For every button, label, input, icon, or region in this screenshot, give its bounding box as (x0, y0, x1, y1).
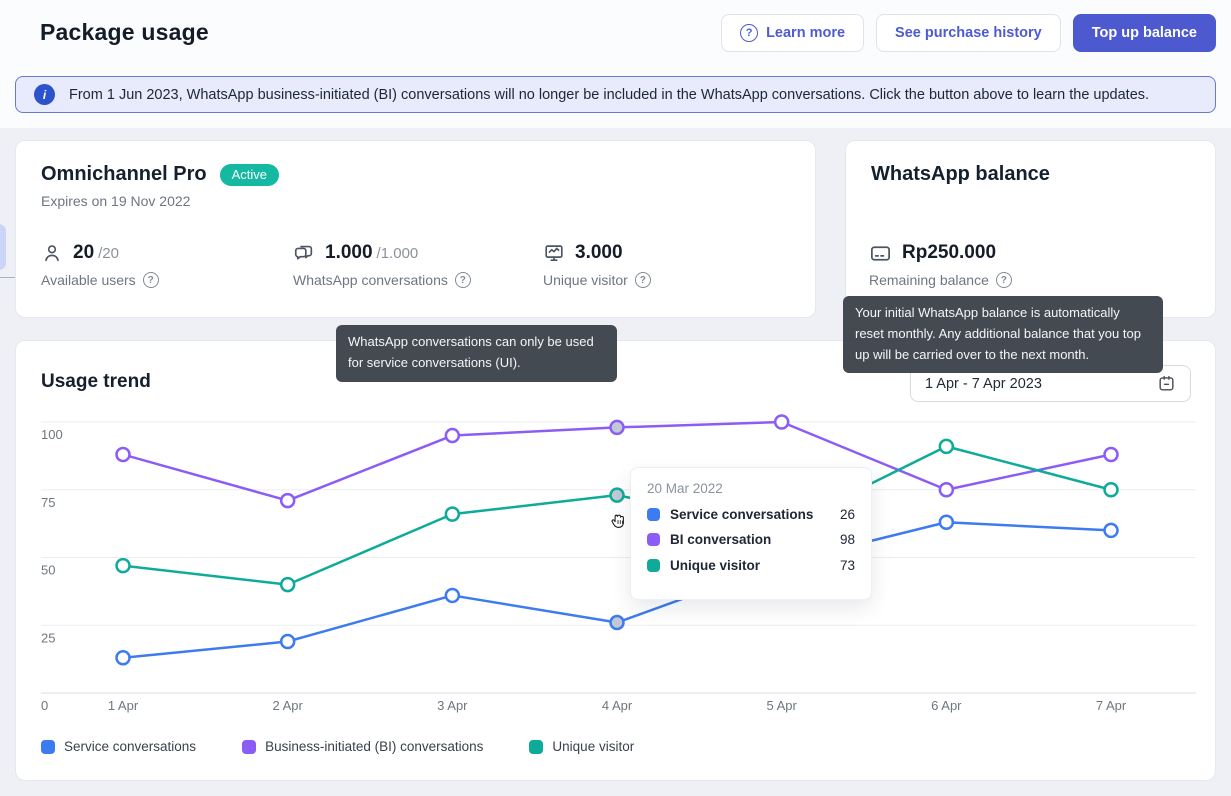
date-range-value: 1 Apr - 7 Apr 2023 (925, 375, 1042, 392)
chart-hover-tooltip: 20 Mar 2022 Service conversations 26 BI … (630, 467, 872, 600)
stat-whatsapp-conversations: 1.000 /1.000 WhatsApp conversations ? (293, 238, 471, 288)
status-badge: Active (219, 163, 279, 186)
usage-trend-title: Usage trend (41, 371, 151, 392)
available-users-label: Available users (41, 272, 136, 288)
help-icon[interactable]: ? (995, 272, 1012, 288)
legend-swatch-unique (529, 739, 544, 754)
help-icon[interactable]: ? (142, 272, 159, 288)
remaining-balance-label: Remaining balance (869, 272, 989, 288)
tooltip-whatsapp-conversations: WhatsApp conversations can only be used … (336, 325, 617, 382)
available-users-value: 20 (73, 242, 95, 263)
page-title: Package usage (40, 19, 209, 45)
tooltip-row-service: Service conversations 26 (647, 507, 855, 522)
unique-visitor-label: Unique visitor (543, 272, 628, 288)
tooltip-row-bi: BI conversation 98 (647, 532, 855, 547)
available-users-quota: /20 (98, 244, 119, 262)
legend-item-unique[interactable]: Unique visitor (529, 739, 634, 754)
series-value: 26 (839, 506, 855, 522)
svg-text:7 Apr: 7 Apr (1096, 698, 1127, 713)
chat-icon (293, 242, 315, 264)
tooltip-row-unique: Unique visitor 73 (647, 558, 855, 573)
top-up-balance-button[interactable]: Top up balance (1072, 14, 1216, 52)
svg-text:1 Apr: 1 Apr (108, 698, 139, 713)
announcement-banner: i From 1 Jun 2023, WhatsApp business-ini… (15, 76, 1216, 113)
monitor-icon (543, 242, 565, 264)
announcement-text: From 1 Jun 2023, WhatsApp business-initi… (69, 86, 1150, 103)
legend-swatch-bi (242, 739, 257, 754)
whatsapp-conversations-value: 1.000 (325, 242, 373, 263)
left-edge-divider (0, 277, 28, 278)
usage-trend-chart[interactable]: 25 50 75 100 0 1 Apr 2 Apr 3 Apr 4 Apr 5 Apr 6 Apr… (16, 406, 1217, 736)
learn-more-label: Learn more (766, 25, 846, 41)
package-card: Omnichannel Pro Active Expires on 19 Nov… (15, 140, 816, 318)
series-swatch (647, 558, 660, 572)
stat-available-users: 20 /20 Available users ? (41, 238, 159, 288)
svg-text:25: 25 (41, 630, 55, 645)
series-value: 98 (839, 532, 855, 547)
whatsapp-conversations-label: WhatsApp conversations (293, 272, 448, 288)
whatsapp-conversations-quota: /1.000 (376, 244, 419, 262)
package-expiry: Expires on 19 Nov 2022 (41, 193, 191, 209)
legend-swatch-service (41, 739, 55, 754)
svg-text:0: 0 (41, 698, 48, 713)
series-swatch (647, 507, 660, 521)
see-purchase-history-button[interactable]: See purchase history (876, 14, 1061, 52)
whatsapp-balance-card: WhatsApp balance Rp250.000 Remaining bal… (845, 140, 1216, 318)
help-icon[interactable]: ? (634, 272, 651, 288)
remaining-balance-value: Rp250.000 (902, 242, 997, 263)
purchase-history-label: See purchase history (895, 25, 1042, 41)
svg-text:50: 50 (41, 563, 55, 578)
legend-label-bi: Business-initiated (BI) conversations (265, 739, 484, 754)
help-icon[interactable]: ? (454, 272, 471, 288)
unique-visitor-value: 3.000 (575, 242, 623, 263)
top-up-label: Top up balance (1091, 25, 1197, 41)
svg-text:6 Apr: 6 Apr (931, 698, 962, 713)
svg-text:4 Apr: 4 Apr (602, 698, 633, 713)
svg-text:5 Apr: 5 Apr (767, 698, 798, 713)
question-circle-icon: ? (740, 24, 759, 42)
series-label: BI conversation (670, 532, 772, 547)
header-actions: ? Learn more See purchase history Top up… (721, 14, 1216, 52)
series-value: 73 (839, 557, 855, 573)
info-icon: i (34, 84, 55, 105)
balance-card-title: WhatsApp balance (871, 163, 1050, 185)
series-label: Service conversations (670, 506, 814, 522)
legend-item-service[interactable]: Service conversations (41, 739, 196, 754)
svg-text:2 Apr: 2 Apr (272, 698, 303, 713)
learn-more-button[interactable]: ? Learn more (721, 14, 865, 52)
calendar-icon (1157, 374, 1176, 393)
usage-trend-card: Usage trend 1 Apr - 7 Apr 2023 25 50 75 100… (15, 340, 1216, 781)
series-swatch (647, 533, 660, 546)
legend-label-unique: Unique visitor (552, 739, 635, 754)
legend-label-service: Service conversations (64, 739, 197, 754)
sidebar-edge-handle[interactable] (0, 224, 6, 270)
chart-legend: Service conversations Business-initiated… (41, 739, 634, 754)
svg-text:3 Apr: 3 Apr (437, 698, 468, 713)
legend-item-bi[interactable]: Business-initiated (BI) conversations (242, 739, 483, 754)
credit-card-icon (869, 242, 892, 265)
stat-unique-visitor: 3.000 Unique visitor ? (543, 238, 651, 288)
svg-text:75: 75 (41, 495, 55, 510)
series-label: Unique visitor (670, 557, 761, 573)
hand-cursor-icon (607, 510, 631, 539)
stat-remaining-balance: Rp250.000 Remaining balance ? (869, 238, 1012, 288)
tooltip-remaining-balance: Your initial WhatsApp balance is automat… (843, 296, 1163, 374)
package-name: Omnichannel Pro (41, 163, 207, 185)
svg-text:100: 100 (41, 427, 63, 442)
tooltip-date: 20 Mar 2022 (647, 481, 723, 496)
user-icon (41, 242, 63, 264)
